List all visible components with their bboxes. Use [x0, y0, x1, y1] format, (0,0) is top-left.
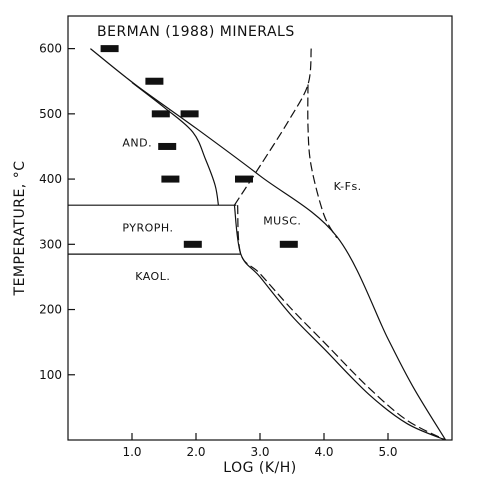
field-label: K-Fs. [334, 180, 362, 193]
dashed-boundary-6 [307, 84, 338, 239]
x-tick-label: 3.0 [250, 445, 269, 459]
experimental-point [158, 142, 177, 150]
x-tick-label: 1.0 [122, 445, 141, 459]
experimental-point [235, 175, 253, 183]
experimental-point [161, 175, 180, 183]
field-label: KAOL. [135, 270, 170, 283]
field-label: AND. [122, 136, 152, 149]
y-tick-label: 300 [39, 237, 62, 251]
phase-boundaries [68, 48, 447, 441]
experimental-point [100, 45, 119, 53]
experimental-points [100, 45, 298, 248]
field-labels: AND. K-Fs. MUSC. PYROPH. KAOL. [122, 136, 361, 283]
solid-boundary-4 [233, 205, 446, 441]
axis-ticks [68, 48, 389, 440]
dashed-boundary-7 [237, 205, 446, 441]
field-label: PYROPH. [122, 221, 173, 234]
x-tick-label: 5.0 [378, 445, 397, 459]
experimental-point [279, 240, 298, 248]
experimental-point [180, 110, 199, 118]
y-tick-label: 500 [39, 107, 62, 121]
field-label: MUSC. [263, 215, 301, 228]
experimental-point [183, 240, 202, 248]
solid-boundary-0 [90, 48, 447, 441]
y-tick-label: 600 [39, 42, 62, 56]
experimental-point [145, 77, 164, 85]
x-axis-label: LOG (K/H) [223, 460, 296, 476]
y-tick-label: 100 [39, 368, 62, 382]
y-tick-label: 400 [39, 172, 62, 186]
experimental-point [151, 110, 170, 118]
axis-tick-labels: 1.0 2.0 3.0 4.0 5.0 100 200 300 400 500 600 [39, 42, 397, 459]
solid-boundary-1 [131, 82, 219, 206]
y-axis-label: TEMPERATURE, °C [12, 161, 28, 297]
x-tick-label: 4.0 [314, 445, 333, 459]
chart-title: BERMAN (1988) MINERALS [97, 24, 295, 40]
y-tick-label: 200 [39, 303, 62, 317]
x-tick-label: 2.0 [186, 445, 205, 459]
